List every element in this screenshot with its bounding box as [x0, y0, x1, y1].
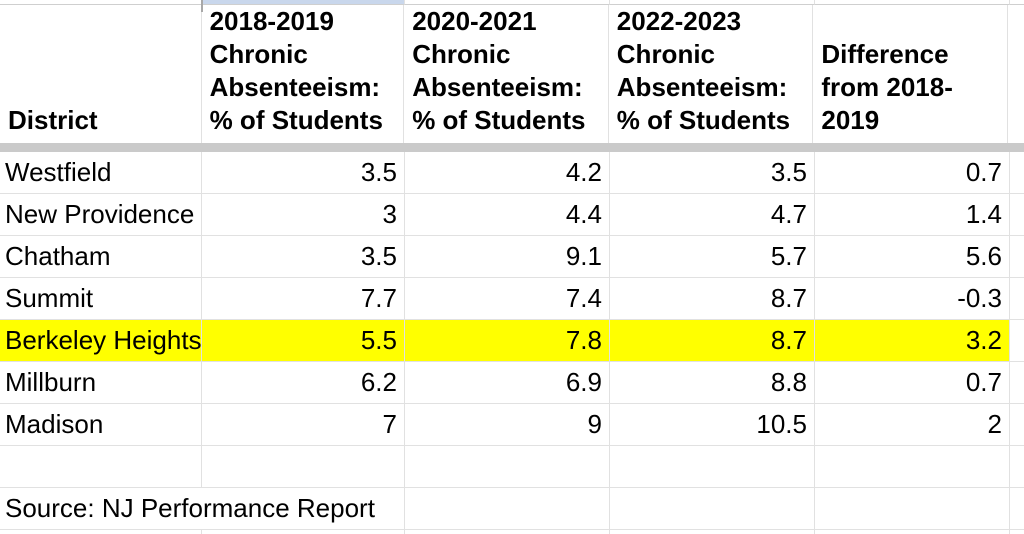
cell-2018[interactable]: 5.5: [202, 320, 405, 362]
cell-extra[interactable]: [1010, 278, 1024, 320]
cell-extra[interactable]: [1010, 320, 1024, 362]
cell-district[interactable]: Madison: [0, 404, 202, 446]
cell-empty[interactable]: [1010, 446, 1024, 488]
partial-top-row: [0, 0, 1024, 5]
table-row-westfield: Westfield 3.5 4.2 3.5 0.7: [0, 152, 1024, 194]
cell-2018[interactable]: 3: [202, 194, 405, 236]
cell-district[interactable]: New Providence: [0, 194, 202, 236]
cell-bottom-e[interactable]: [815, 530, 1010, 534]
cell-empty[interactable]: [815, 488, 1010, 530]
cell-2022[interactable]: 8.7: [610, 320, 815, 362]
header-2020-2021[interactable]: 2020-2021 Chronic Absenteeism: % of Stud…: [404, 5, 609, 143]
cell-empty[interactable]: [202, 446, 405, 488]
cell-extra[interactable]: [1010, 362, 1024, 404]
cell-2018[interactable]: 3.5: [202, 236, 405, 278]
cell-2022[interactable]: 8.8: [610, 362, 815, 404]
cell-diff[interactable]: 0.7: [815, 362, 1010, 404]
cell-diff[interactable]: -0.3: [815, 278, 1010, 320]
header-extra[interactable]: [1008, 5, 1024, 143]
header-2018-2019[interactable]: 2018-2019 Chronic Absenteeism: % of Stud…: [202, 5, 405, 143]
cell-top-c[interactable]: [405, 0, 610, 5]
source-note[interactable]: Source: NJ Performance Report: [0, 488, 405, 530]
cell-2020[interactable]: 9: [405, 404, 610, 446]
cell-diff[interactable]: 0.7: [815, 152, 1010, 194]
cell-top-b-selected[interactable]: [202, 0, 405, 5]
cell-empty[interactable]: [610, 488, 815, 530]
cell-diff[interactable]: 1.4: [815, 194, 1010, 236]
cell-2020[interactable]: 4.4: [405, 194, 610, 236]
cell-empty[interactable]: [815, 446, 1010, 488]
cell-2020[interactable]: 7.4: [405, 278, 610, 320]
cell-selection-line: [201, 0, 203, 12]
source-row: Source: NJ Performance Report: [0, 488, 1024, 530]
cell-2020[interactable]: 7.8: [405, 320, 610, 362]
table-row-berkeley-heights-highlighted: Berkeley Heights 5.5 7.8 8.7 3.2: [0, 320, 1024, 362]
empty-row: [0, 446, 1024, 488]
cell-top-d[interactable]: [610, 0, 815, 5]
cell-2022[interactable]: 8.7: [610, 278, 815, 320]
cell-extra[interactable]: [1010, 194, 1024, 236]
cell-district[interactable]: Westfield: [0, 152, 202, 194]
cell-2022[interactable]: 3.5: [610, 152, 815, 194]
table-row-new-providence: New Providence 3 4.4 4.7 1.4: [0, 194, 1024, 236]
table-row-chatham: Chatham 3.5 9.1 5.7 5.6: [0, 236, 1024, 278]
cell-2018[interactable]: 6.2: [202, 362, 405, 404]
cell-2018[interactable]: 3.5: [202, 152, 405, 194]
header-district[interactable]: District: [0, 5, 202, 143]
cell-bottom-f[interactable]: [1010, 530, 1024, 534]
cell-empty[interactable]: [405, 446, 610, 488]
cell-district[interactable]: Chatham: [0, 236, 202, 278]
cell-diff[interactable]: 2: [815, 404, 1010, 446]
partial-bottom-row: [0, 530, 1024, 534]
cell-extra[interactable]: [1010, 152, 1024, 194]
cell-2022[interactable]: 10.5: [610, 404, 815, 446]
cell-top-f[interactable]: [1010, 0, 1024, 5]
table-row-millburn: Millburn 6.2 6.9 8.8 0.7: [0, 362, 1024, 404]
cell-2018[interactable]: 7: [202, 404, 405, 446]
cell-diff[interactable]: 3.2: [815, 320, 1010, 362]
header-2022-2023[interactable]: 2022-2023 Chronic Absenteeism: % of Stud…: [609, 5, 814, 143]
cell-empty[interactable]: [405, 488, 610, 530]
cell-bottom-a[interactable]: [0, 530, 202, 534]
cell-top-e[interactable]: [815, 0, 1010, 5]
cell-empty[interactable]: [1010, 488, 1024, 530]
cell-2022[interactable]: 4.7: [610, 194, 815, 236]
header-row: District 2018-2019 Chronic Absenteeism: …: [0, 5, 1024, 143]
cell-empty[interactable]: [0, 446, 202, 488]
cell-2022[interactable]: 5.7: [610, 236, 815, 278]
header-difference[interactable]: Difference from 2018-2019: [813, 5, 1008, 143]
table-row-madison: Madison 7 9 10.5 2: [0, 404, 1024, 446]
cell-bottom-d[interactable]: [610, 530, 815, 534]
table-row-summit: Summit 7.7 7.4 8.7 -0.3: [0, 278, 1024, 320]
cell-bottom-b[interactable]: [202, 530, 405, 534]
cell-2020[interactable]: 4.2: [405, 152, 610, 194]
cell-district[interactable]: Millburn: [0, 362, 202, 404]
cell-empty[interactable]: [610, 446, 815, 488]
cell-2020[interactable]: 6.9: [405, 362, 610, 404]
cell-2018[interactable]: 7.7: [202, 278, 405, 320]
cell-district[interactable]: Berkeley Heights: [0, 320, 202, 362]
cell-extra[interactable]: [1010, 236, 1024, 278]
cell-district[interactable]: Summit: [0, 278, 202, 320]
cell-extra[interactable]: [1010, 404, 1024, 446]
cell-bottom-c[interactable]: [405, 530, 610, 534]
cell-diff[interactable]: 5.6: [815, 236, 1010, 278]
cell-2020[interactable]: 9.1: [405, 236, 610, 278]
frozen-row-divider: [0, 143, 1024, 152]
